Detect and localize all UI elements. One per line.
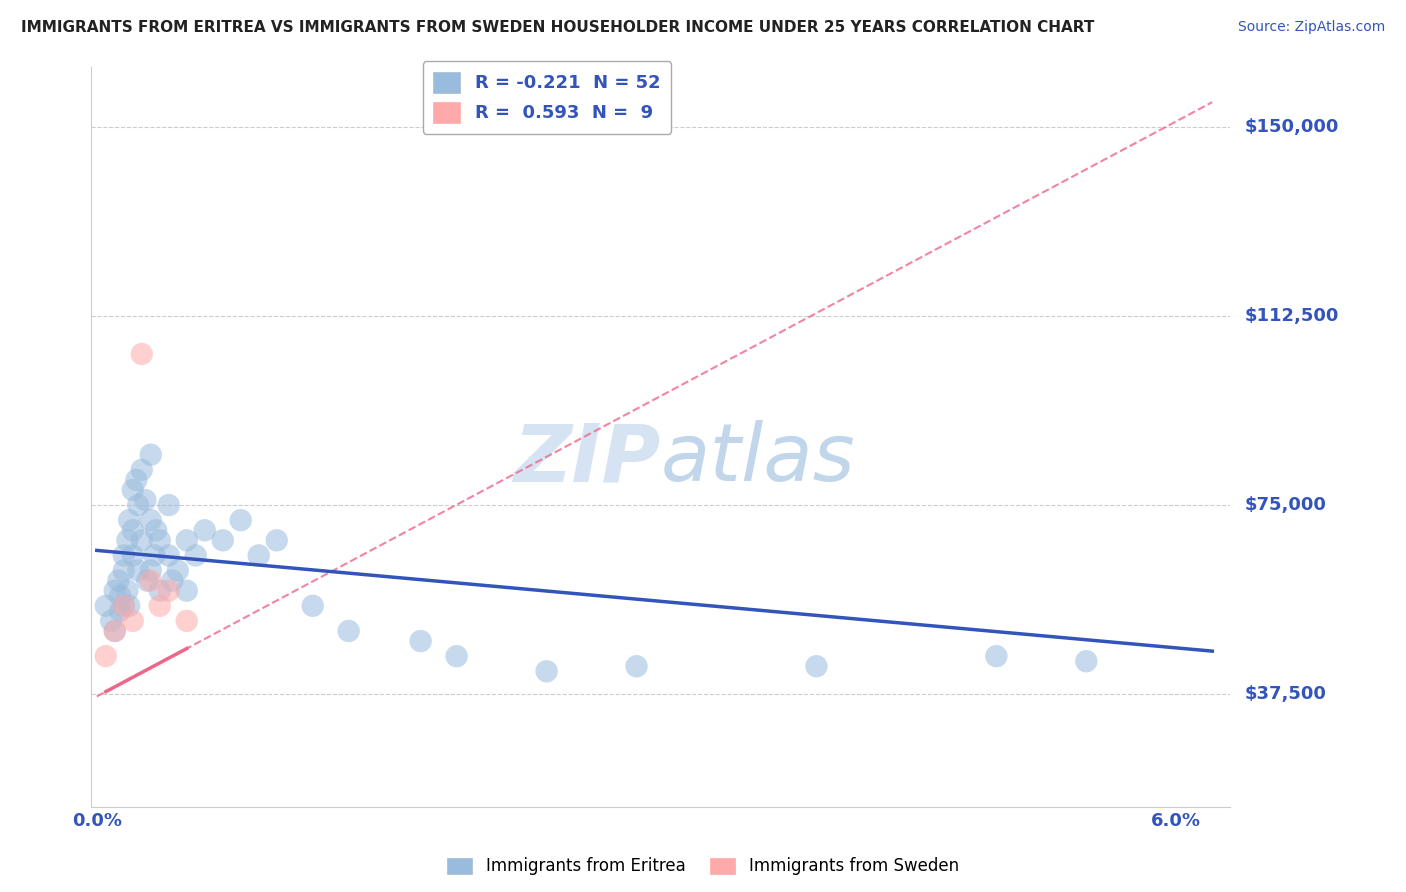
Text: $75,000: $75,000 [1244,496,1326,514]
Point [104,624,127,638]
Point [176,583,198,598]
Point [94,599,117,613]
Point [536,665,558,679]
Point [149,583,172,598]
Point [162,574,184,588]
Point [104,624,127,638]
Point [94,649,117,664]
Point [100,614,122,628]
Text: ZIP: ZIP [513,420,661,499]
Point [409,634,432,648]
Point [112,599,135,613]
Point [121,549,143,563]
Point [108,589,131,603]
Point [176,533,198,548]
Point [301,599,323,613]
Point [446,649,468,664]
Point [143,549,166,563]
Point [139,574,162,588]
Text: Source: ZipAtlas.com: Source: ZipAtlas.com [1237,20,1385,34]
Point [176,614,198,628]
Point [112,549,135,563]
Legend: R = -0.221  N = 52, R =  0.593  N =  9: R = -0.221 N = 52, R = 0.593 N = 9 [423,62,671,134]
Point [194,523,217,537]
Point [118,599,141,613]
Point [117,533,139,548]
Point [121,483,143,497]
Point [121,614,143,628]
Point [157,583,180,598]
Point [266,533,288,548]
Point [107,574,129,588]
Legend: Immigrants from Eritrea, Immigrants from Sweden: Immigrants from Eritrea, Immigrants from… [440,851,966,882]
Point [131,533,153,548]
Text: atlas: atlas [661,420,856,499]
Point [145,523,167,537]
Point [121,523,143,537]
Point [112,599,135,613]
Point [127,564,149,578]
Point [149,599,172,613]
Point [125,473,148,487]
Point [118,513,141,527]
Text: $112,500: $112,500 [1244,307,1339,326]
Point [108,604,131,618]
Point [127,498,149,512]
Point [986,649,1008,664]
Point [806,659,828,673]
Point [166,564,188,578]
Point [626,659,648,673]
Point [139,564,162,578]
Point [247,549,270,563]
Point [131,463,153,477]
Point [134,493,156,508]
Point [157,549,180,563]
Text: $37,500: $37,500 [1244,685,1326,703]
Point [1076,654,1098,668]
Text: IMMIGRANTS FROM ERITREA VS IMMIGRANTS FROM SWEDEN HOUSEHOLDER INCOME UNDER 25 YE: IMMIGRANTS FROM ERITREA VS IMMIGRANTS FR… [21,20,1094,35]
Point [211,533,233,548]
Text: $150,000: $150,000 [1244,119,1339,136]
Point [131,347,153,361]
Point [157,498,180,512]
Point [184,549,207,563]
Point [139,448,162,462]
Point [112,564,135,578]
Point [104,583,127,598]
Point [139,513,162,527]
Point [149,533,172,548]
Point [117,583,139,598]
Point [337,624,360,638]
Point [229,513,252,527]
Point [136,574,159,588]
